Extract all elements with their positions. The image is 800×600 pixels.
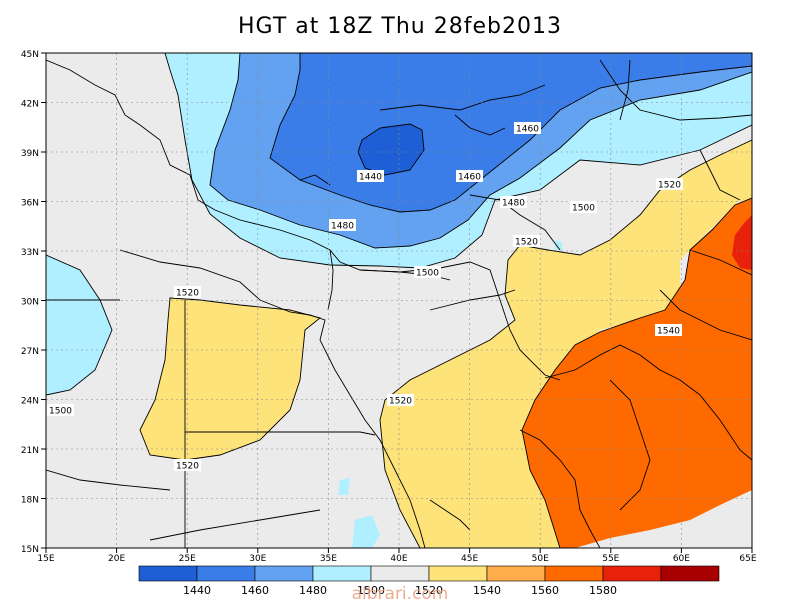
svg-text:1440: 1440	[359, 173, 382, 183]
y-tick-label: 18N	[21, 496, 39, 506]
x-tick-label: 35E	[320, 554, 337, 564]
colorbar-swatch	[544, 565, 604, 582]
svg-text:1500: 1500	[416, 269, 439, 279]
colorbar-labels: 1440 1460 1480 1500 1520 1540 1560 1580	[183, 584, 617, 597]
svg-text:1460: 1460	[458, 173, 481, 183]
x-tick-label: 45E	[461, 554, 478, 564]
colorbar-label: 1520	[415, 584, 443, 597]
y-tick-label: 24N	[21, 397, 39, 407]
map-title: HGT at 18Z Thu 28feb2013	[238, 14, 562, 39]
x-tick-label: 40E	[390, 554, 407, 564]
svg-text:1540: 1540	[657, 327, 680, 337]
x-tick-labels: 15E 20E 25E 30E 35E 40E 45E 50E 55E 60E …	[37, 554, 756, 564]
y-tick-label: 33N	[21, 248, 39, 258]
contour-label: 1440	[357, 170, 384, 183]
svg-text:1520: 1520	[176, 462, 199, 472]
colorbar-swatch	[486, 565, 546, 582]
y-tick-label: 30N	[21, 298, 39, 308]
colorbar-swatches	[138, 565, 720, 582]
x-tick-label: 20E	[108, 554, 125, 564]
y-tick-label: 45N	[21, 50, 39, 60]
x-tick-label: 15E	[37, 554, 54, 564]
colorbar-swatch	[602, 565, 662, 582]
x-tick-label: 25E	[179, 554, 196, 564]
y-tick-label: 36N	[21, 199, 39, 209]
watermark: albrari.com	[352, 584, 449, 600]
svg-text:1500: 1500	[49, 407, 72, 417]
x-tick-label: 65E	[739, 554, 756, 564]
svg-text:1500: 1500	[572, 204, 595, 214]
colorbar-label: 1580	[589, 584, 617, 597]
colorbar-swatch	[312, 565, 372, 582]
band-1520-spot	[555, 240, 562, 250]
tick-marks	[41, 52, 753, 553]
colorbar: 1440 1460 1480 1500 1520 1540 1560 1580	[138, 565, 720, 597]
x-tick-label: 50E	[532, 554, 549, 564]
y-tick-label: 15N	[21, 545, 39, 555]
contour-label: 1480	[329, 219, 356, 232]
colorbar-swatch	[138, 565, 198, 582]
y-tick-label: 42N	[21, 100, 39, 110]
svg-text:1520: 1520	[176, 289, 199, 299]
colorbar-label: 1440	[183, 584, 211, 597]
x-tick-label: 60E	[673, 554, 690, 564]
colorbar-swatch	[196, 565, 256, 582]
band-1560-1580	[732, 215, 752, 270]
colorbar-swatch	[254, 565, 314, 582]
band-1480-spot-south	[338, 478, 350, 495]
contour-label: 1480	[500, 196, 527, 209]
colorbar-label: 1500	[357, 584, 385, 597]
band-1480-spot-south2	[352, 515, 380, 548]
contour-label: 1520	[387, 394, 414, 407]
colorbar-label: 1480	[299, 584, 327, 597]
svg-text:1520: 1520	[389, 397, 412, 407]
colorbar-label: 1560	[531, 584, 559, 597]
contour-label: 1540	[655, 324, 682, 337]
contour-label: 1460	[514, 122, 541, 135]
contour-label: 1500	[414, 266, 441, 279]
y-tick-labels: 45N 42N 39N 36N 33N 30N 27N 24N 21N 18N …	[21, 50, 39, 555]
contour-label: 1460	[456, 170, 483, 183]
contour-label: 1520	[174, 459, 201, 472]
y-tick-label: 39N	[21, 149, 39, 159]
svg-text:1460: 1460	[516, 125, 539, 135]
contour-label: 1500	[47, 404, 74, 417]
colorbar-label: 1540	[473, 584, 501, 597]
band-below-1440	[358, 124, 424, 175]
contour-label: 1520	[513, 235, 540, 248]
y-tick-label: 27N	[21, 347, 39, 357]
contour-label: 1520	[656, 178, 683, 191]
x-tick-label: 55E	[602, 554, 619, 564]
colorbar-label: 1460	[241, 584, 269, 597]
colorbar-swatch	[660, 565, 720, 582]
contour-lines	[46, 53, 752, 548]
svg-text:1480: 1480	[502, 199, 525, 209]
contour-label: 1520	[174, 286, 201, 299]
contour-label: 1500	[570, 201, 597, 214]
map-plot-area: 1440 1460 1460 1480 1480 1500 1500 1500 …	[46, 53, 752, 548]
svg-text:1520: 1520	[515, 238, 538, 248]
y-tick-label: 21N	[21, 446, 39, 456]
colorbar-swatch	[428, 565, 488, 582]
svg-text:1480: 1480	[331, 222, 354, 232]
x-tick-label: 30E	[249, 554, 266, 564]
svg-text:1520: 1520	[658, 181, 681, 191]
band-1480-1500-west	[46, 255, 112, 395]
colorbar-swatch	[370, 565, 430, 582]
band-1540-1560	[522, 198, 752, 548]
contour-labels: 1440 1460 1460 1480 1480 1500 1500 1500 …	[47, 122, 683, 472]
band-1520-1540-arabia	[380, 140, 752, 548]
